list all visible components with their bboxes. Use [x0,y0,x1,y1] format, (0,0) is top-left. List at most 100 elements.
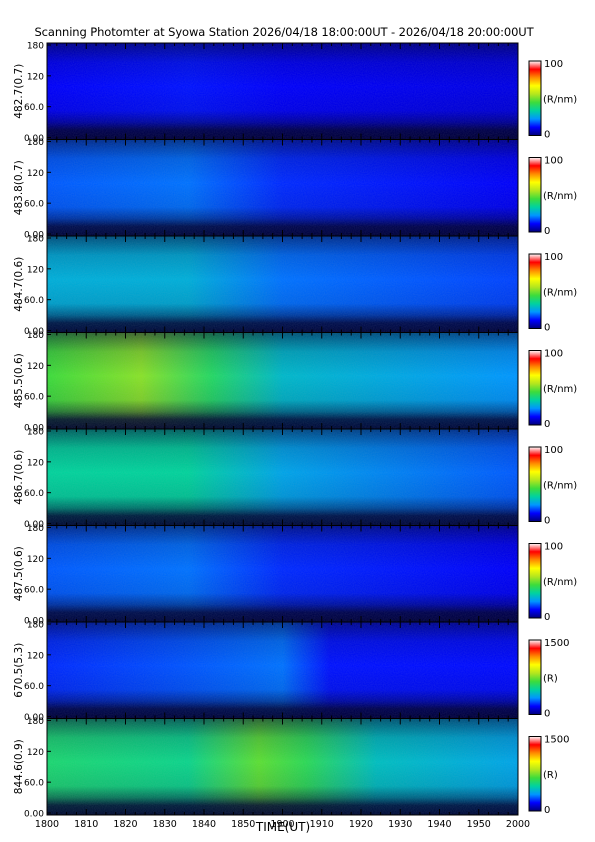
x-tick-label: 1950 [467,819,491,830]
y-tick-label: 120 [27,458,44,468]
y-tick-label: 0.00 [24,134,44,144]
panel-7: 0.00 60.0 120 180 670.5(5.3) 1500 0 (R) [13,621,569,724]
y-tick-label: 180 [27,235,44,245]
heatmap-noise [47,43,518,140]
panel-6: 0.00 60.0 120 180 487.5(0.6) 100 0 (R/nm) [13,524,577,627]
colorbar-min-label: 0 [544,419,550,430]
y-tick-label: 180 [27,428,44,438]
colorbar [528,736,542,812]
y-tick-label: 0.00 [24,520,44,530]
heatmap-noise [47,718,518,815]
y-tick-label: 60.0 [24,200,44,210]
panel-label: 670.5(5.3) [13,643,25,698]
y-tick-label: 60.0 [24,779,44,789]
y-tick-label: 120 [27,265,44,275]
panel-4: 0.00 60.0 120 180 485.5(0.6) 100 0 (R/nm) [13,331,577,434]
colorbar-min-label: 0 [544,130,550,141]
panel-label: 485.5(0.6) [13,353,25,408]
y-tick-label: 180 [27,524,44,534]
x-tick-label: 1850 [231,819,255,830]
panel-label: 487.5(0.6) [13,546,25,601]
colorbar-min-label: 0 [544,612,550,623]
y-tick-label: 60.0 [24,682,44,692]
y-tick-label: 60.0 [24,489,44,499]
y-tick-label: 120 [27,555,44,565]
panel-2: 0.00 60.0 120 180 483.8(0.7) 100 0 (R/nm) [13,138,577,241]
x-tick-label: 1930 [388,819,412,830]
panel-5: 0.00 60.0 120 180 486.7(0.6) 100 0 (R/nm) [13,428,577,531]
panel-label: 483.8(0.7) [13,160,25,215]
y-tick-label: 180 [27,42,44,52]
y-tick-label: 60.0 [24,393,44,403]
y-tick-label: 120 [27,362,44,372]
y-tick-label: 0.00 [24,424,44,434]
y-tick-label: 120 [27,169,44,179]
colorbar-min-label: 0 [544,709,550,720]
x-tick-label: 1840 [192,819,216,830]
colorbar-min-label: 0 [544,226,550,237]
y-tick-label: 0.00 [24,617,44,627]
colorbar [528,157,542,233]
y-tick-label: 60.0 [24,103,44,113]
y-tick-label: 60.0 [24,296,44,306]
y-tick-label: 180 [27,138,44,148]
y-tick-label: 60.0 [24,586,44,596]
panel-1: 0.00 60.0 120 180 482.7(0.7) 100 0 (R/nm) [13,42,577,145]
colorbar-unit-label: (R/nm) [543,577,577,588]
y-tick-label: 180 [27,331,44,341]
x-tick-label: 1800 [35,819,59,830]
colorbar-max-label: 100 [544,349,563,360]
heatmap-noise [47,236,518,333]
colorbar-unit-label: (R) [543,673,558,684]
colorbar [528,60,542,136]
y-tick-label: 120 [27,651,44,661]
panel-3: 0.00 60.0 120 180 484.7(0.6) 100 0 (R/nm) [13,235,577,338]
colorbar [528,639,542,715]
y-tick-label: 0.00 [24,713,44,723]
panel-label: 844.6(0.9) [13,739,25,794]
x-tick-label: 1830 [153,819,177,830]
colorbar-max-label: 100 [544,542,563,553]
colorbar-unit-label: (R/nm) [543,480,577,491]
colorbar [528,350,542,426]
panel-8: 0.00 60.0 120 180 844.6(0.9) 1500 0 (R) [13,717,569,820]
x-tick-label: 1820 [113,819,137,830]
heatmap-noise [47,332,518,429]
x-tick-label: 1920 [349,819,373,830]
y-tick-label: 180 [27,621,44,631]
y-tick-label: 120 [27,748,44,758]
colorbar-max-label: 1500 [544,638,569,649]
colorbar [528,543,542,619]
colorbar-unit-label: (R/nm) [543,287,577,298]
panel-label: 486.7(0.6) [13,450,25,505]
colorbar-unit-label: (R) [543,770,558,781]
y-tick-label: 0.00 [24,327,44,337]
y-tick-label: 180 [27,717,44,727]
colorbar-max-label: 100 [544,252,563,263]
colorbar [528,253,542,329]
colorbar-max-label: 100 [544,445,563,456]
colorbar-min-label: 0 [544,516,550,527]
x-tick-label: 1900 [270,819,294,830]
colorbar-min-label: 0 [544,805,550,816]
x-axis-label: TIME(UT) [255,820,310,834]
panel-label: 484.7(0.6) [13,257,25,312]
y-tick-label: 120 [27,72,44,82]
y-tick-label: 0.00 [24,231,44,241]
colorbar-max-label: 100 [544,156,563,167]
colorbar-unit-label: (R/nm) [543,94,577,105]
colorbar [528,446,542,522]
x-tick-label: 2000 [506,819,530,830]
heatmap-noise [47,622,518,719]
heatmap-noise [47,525,518,622]
x-tick-label: 1940 [427,819,451,830]
colorbar-unit-label: (R/nm) [543,191,577,202]
x-tick-label: 1810 [74,819,98,830]
colorbar-min-label: 0 [544,323,550,334]
x-tick-label: 1910 [310,819,334,830]
chart-title: Scanning Photomter at Syowa Station 2026… [34,25,534,39]
y-tick-label: 0.00 [24,810,44,820]
heatmap-noise [47,139,518,236]
panel-label: 482.7(0.7) [13,64,25,119]
